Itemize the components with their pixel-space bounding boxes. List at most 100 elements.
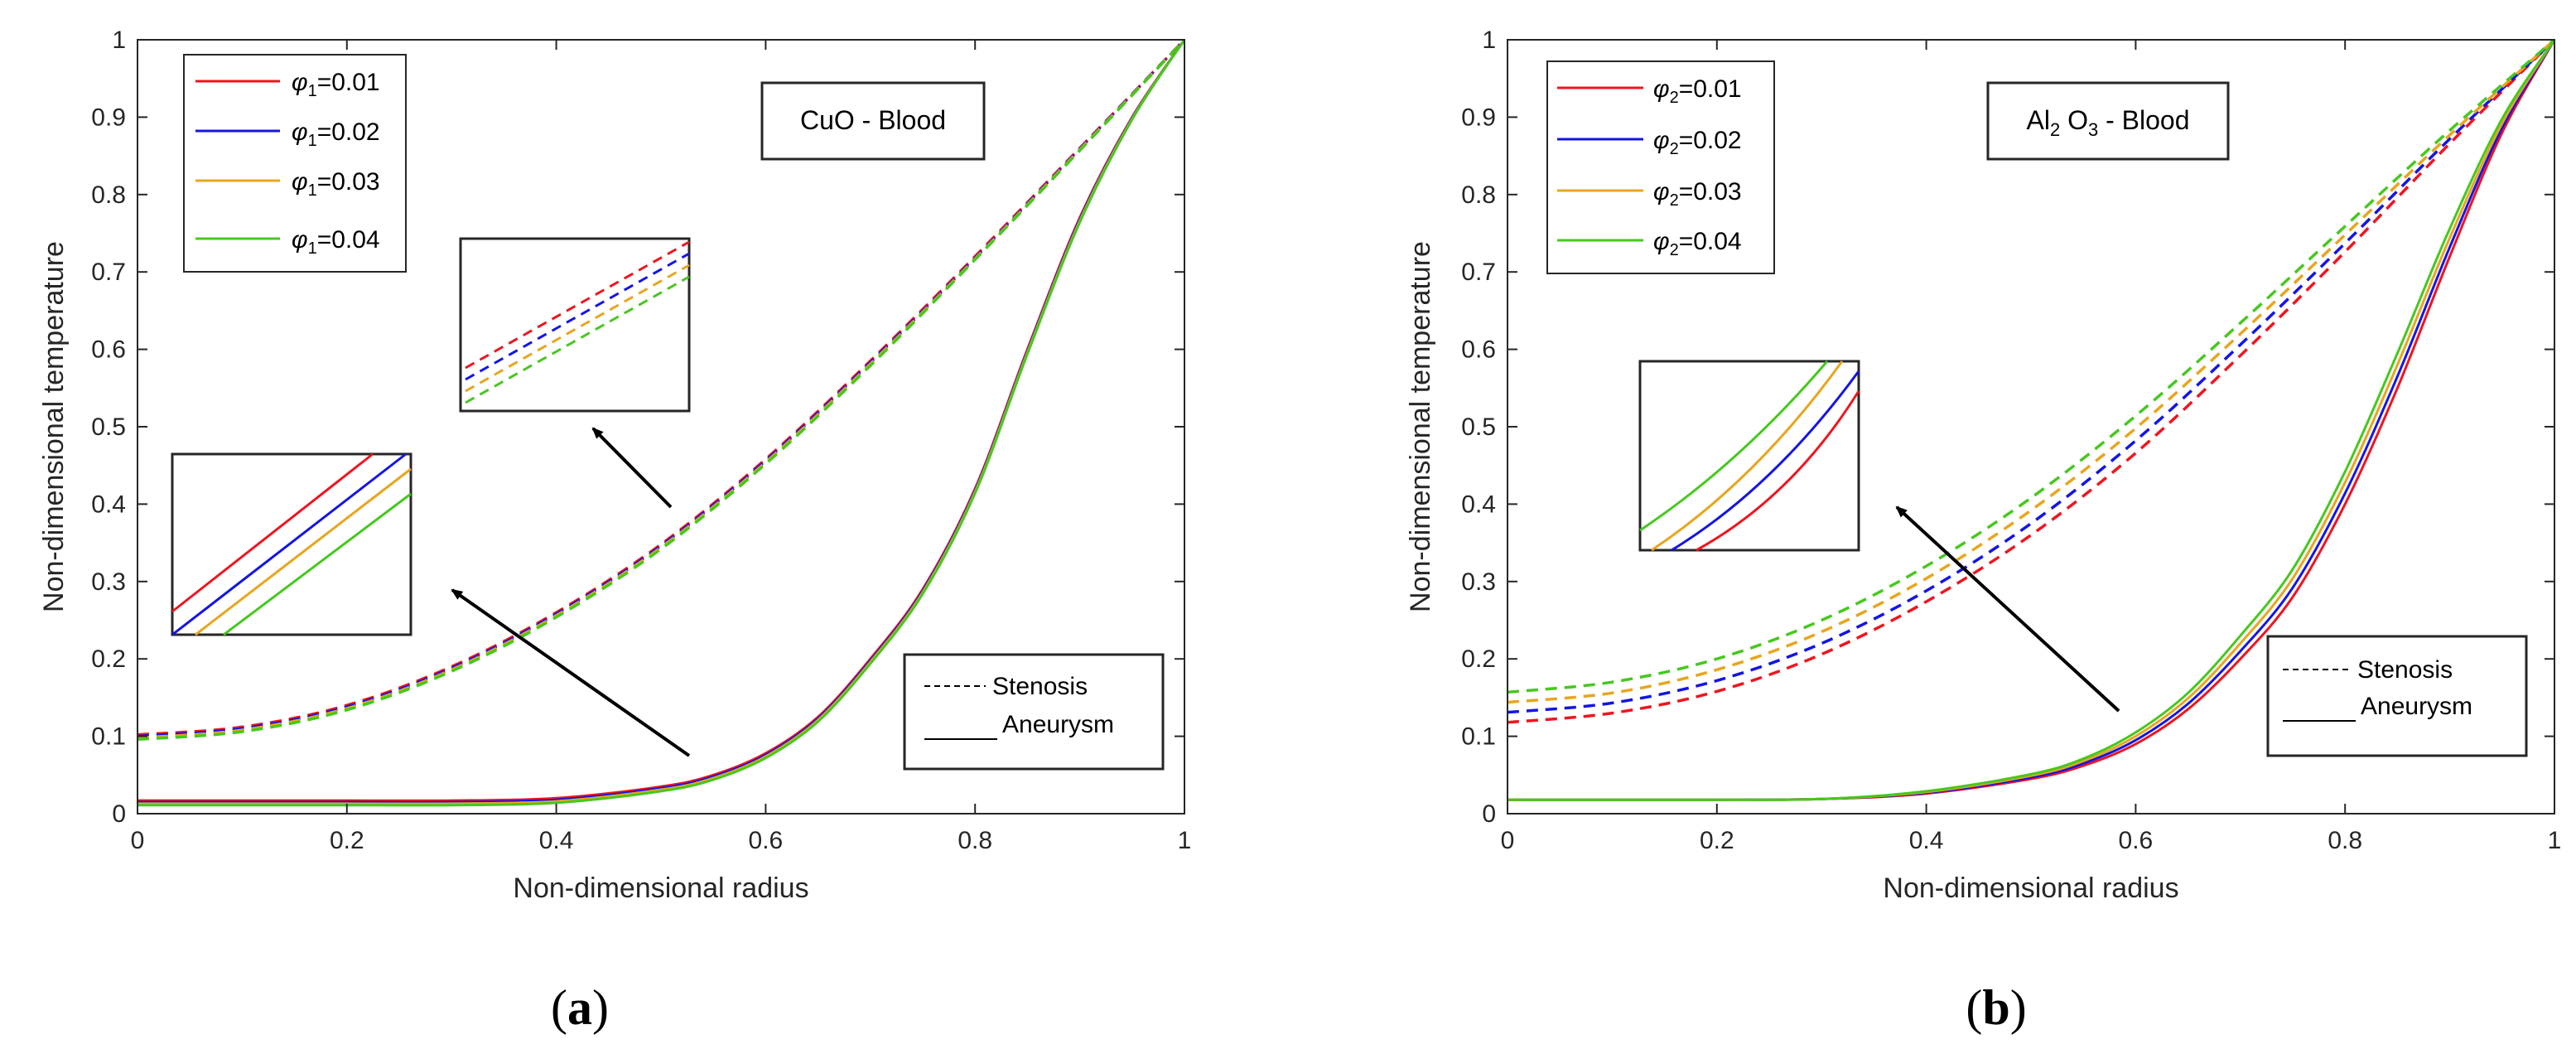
b-ytick-label: 1 — [1482, 27, 1496, 54]
b-xticks: 0 0.2 0.4 0.6 0.8 1 — [1501, 40, 2561, 854]
a-ytick-label: 0.1 — [91, 723, 126, 751]
panel-b: 0 0.2 0.4 0.6 0.8 1 0 0.1 0.2 0.3 0.4 0.5 0.6 0.7 0.8… — [1405, 27, 2561, 1035]
a-xtick-label: 0.4 — [539, 827, 574, 854]
a-ytick-label: 0.6 — [91, 336, 126, 364]
b-ytick-label: 0.7 — [1461, 259, 1496, 286]
b-xlabel: Non-dimensional radius — [1883, 873, 2178, 904]
a-inset-aneurysm — [171, 452, 412, 636]
a-arrow-to-stenosis-inset — [591, 427, 673, 509]
a-xtick-label: 1 — [1178, 827, 1192, 854]
b-legend-symbol: φ — [1653, 178, 1670, 205]
b-title: Al2 O3 - Blood — [2026, 105, 2189, 140]
b-legend: φ2=0.01 φ2=0.02 φ2=0.03 φ2=0.04 — [1546, 60, 1775, 274]
a-title-box — [760, 81, 986, 161]
b-title-box — [1986, 81, 2230, 161]
b-legend-symbol: φ — [1653, 228, 1670, 255]
b-legend-value: =0.03 — [1679, 178, 1742, 205]
a-xtick-label: 0.2 — [330, 827, 364, 854]
a-legend-symbol: φ — [292, 168, 308, 196]
b-legend-value: =0.01 — [1679, 75, 1742, 103]
a-inset-stenosis — [459, 237, 691, 413]
a-legend-sub: 1 — [308, 181, 317, 200]
b-title-sub-2: 3 — [2088, 119, 2098, 140]
a-legend-value: =0.01 — [317, 69, 380, 96]
a-ytick-label: 0.2 — [91, 645, 126, 673]
a-ytick-label: 0.5 — [91, 413, 126, 441]
b-arrow-to-inset — [1895, 505, 2120, 713]
a-legend-value: =0.04 — [317, 226, 380, 254]
b-legend-label-3: φ2=0.03 — [1653, 178, 1742, 210]
b-legend-sub: 2 — [1670, 191, 1679, 210]
a-ytick-label: 0.3 — [91, 568, 126, 596]
a-yticks: 0 0.1 0.2 0.3 0.4 0.5 0.6 0.7 0.8 0.9 1 — [91, 27, 1184, 828]
a-ytick-label: 0.8 — [91, 181, 126, 209]
b-style-legend-aneurysm: Aneurysm — [2361, 693, 2472, 720]
b-xtick-label: 0 — [1501, 827, 1515, 854]
a-ytick-label: 0.7 — [91, 259, 126, 286]
b-inset-aneurysm-box — [1638, 360, 1860, 552]
panel-a: 0 0.2 0.4 0.6 0.8 1 0 0.1 0.2 0.3 0.4 0.5 0.6 0.7 0.8… — [38, 27, 1191, 1035]
b-legend-label-2: φ2=0.02 — [1653, 127, 1742, 158]
b-xtick-label: 0.8 — [2328, 827, 2362, 854]
b-xtick-label: 0.4 — [1909, 827, 1944, 854]
a-legend-label-2: φ1=0.02 — [292, 118, 380, 150]
a-xtick-label: 0.8 — [958, 827, 992, 854]
a-xtick-label: 0 — [131, 827, 145, 854]
b-stenosis-line-green — [1507, 40, 2554, 694]
a-style-legend-aneurysm: Aneurysm — [1002, 711, 1114, 738]
a-xticks: 0 0.2 0.4 0.6 0.8 1 — [131, 40, 1192, 854]
b-ytick-label: 0.9 — [1461, 104, 1496, 131]
b-legend-label-1: φ2=0.01 — [1653, 75, 1742, 107]
a-arrow-to-aneurysm-inset — [451, 588, 691, 757]
b-legend-box — [1546, 60, 1775, 274]
b-style-legend-box — [2266, 635, 2528, 757]
b-ytick-label: 0.8 — [1461, 181, 1496, 209]
b-aneurysm-line-green — [1507, 40, 2554, 801]
a-aneurysm-line-green — [137, 40, 1184, 807]
b-ytick-label: 0.6 — [1461, 336, 1496, 364]
b-title-part-3: - Blood — [2098, 105, 2189, 135]
b-inset-line-orange — [1651, 360, 1844, 552]
a-inset-stenosis-line-blue — [465, 252, 690, 381]
a-caption-letter: a — [567, 980, 592, 1035]
a-legend: φ1=0.01 φ1=0.02 φ1=0.03 φ1=0.04 — [183, 54, 407, 273]
b-caption: (b) — [1966, 980, 2026, 1035]
a-inset-stenosis-line-orange — [465, 263, 690, 393]
a-legend-sub: 1 — [308, 132, 317, 150]
a-stenosis-line-green — [137, 40, 1184, 742]
a-xtick-label: 0.6 — [749, 827, 784, 854]
a-legend-label-3: φ1=0.03 — [292, 168, 380, 200]
a-ytick-label: 0.4 — [91, 491, 126, 518]
a-legend-value: =0.02 — [317, 118, 380, 146]
b-inset-line-blue — [1671, 370, 1860, 552]
a-curves — [137, 40, 1184, 807]
b-ytick-label: 0 — [1482, 800, 1496, 828]
b-legend-symbol: φ — [1653, 75, 1670, 103]
a-inset-aneurysm-line-blue — [171, 452, 407, 636]
b-legend-label-4: φ2=0.04 — [1653, 228, 1742, 259]
b-style-legend-stenosis: Stenosis — [2357, 656, 2453, 684]
b-ytick-label: 0.3 — [1461, 568, 1496, 596]
b-title-sub-1: 2 — [2050, 119, 2060, 140]
a-legend-label-4: φ1=0.04 — [292, 226, 380, 258]
b-xtick-label: 0.6 — [2119, 827, 2154, 854]
a-style-legend: Stenosis Aneurysm — [903, 653, 1165, 771]
a-legend-sub: 1 — [308, 82, 317, 100]
b-legend-sub: 2 — [1670, 89, 1679, 107]
a-inset-aneurysm-line-green — [223, 492, 412, 636]
b-legend-sub: 2 — [1670, 140, 1679, 158]
a-inset-stenosis-line-red — [465, 240, 690, 370]
a-legend-sub: 1 — [308, 239, 317, 258]
b-ytick-label: 0.5 — [1461, 413, 1496, 441]
b-inset-line-red — [1696, 390, 1860, 552]
a-inset-aneurysm-line-orange — [195, 467, 412, 636]
b-stenosis-line-red — [1507, 40, 2554, 724]
b-ytick-label: 0.4 — [1461, 491, 1496, 518]
b-inset-line-green — [1639, 360, 1829, 532]
b-xtick-label: 0.2 — [1700, 827, 1734, 854]
a-style-legend-stenosis: Stenosis — [992, 673, 1088, 700]
b-ytick-label: 0.2 — [1461, 645, 1496, 673]
a-ytick-label: 0 — [112, 800, 126, 828]
a-inset-aneurysm-line-red — [171, 452, 374, 613]
